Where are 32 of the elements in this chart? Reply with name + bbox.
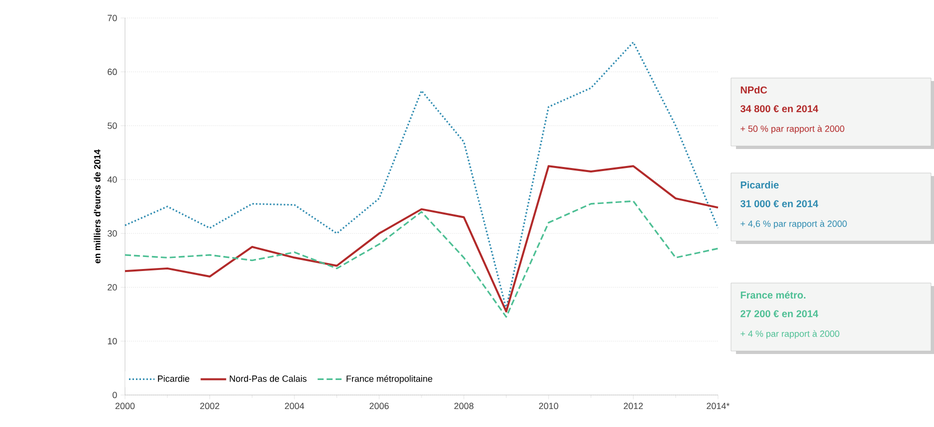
line-series bbox=[124, 41, 719, 310]
text: + 50 % par rapport à 2000 bbox=[740, 125, 844, 134]
text: Picardie bbox=[740, 181, 779, 189]
x-tick-label: 2006 bbox=[370, 402, 389, 410]
y-tick-label: 60 bbox=[108, 68, 117, 76]
x-tick-label: 2012 bbox=[624, 402, 643, 410]
x-tick-label: 2000 bbox=[115, 402, 135, 410]
y-tick-label: 30 bbox=[108, 230, 117, 237]
text: 34 800 € en 2014 bbox=[740, 105, 818, 112]
x-tick-label: 2004 bbox=[284, 402, 304, 410]
x-tick-label: 2014* bbox=[706, 402, 730, 410]
text: NPdC bbox=[740, 86, 768, 94]
text: + 4,6 % par rapport à 2000 bbox=[740, 220, 847, 229]
x-tick-label: 2008 bbox=[454, 402, 474, 410]
y-tick-label: 10 bbox=[108, 338, 117, 344]
legend-label: France métropolitaine bbox=[346, 375, 432, 384]
x-tick-label: 2002 bbox=[200, 402, 220, 410]
legend-label: Picardie bbox=[158, 375, 190, 382]
y-tick-label: 70 bbox=[108, 14, 117, 22]
line-series bbox=[124, 200, 719, 318]
y-tick-label: 20 bbox=[108, 284, 117, 290]
legend-label: Nord-Pas de Calais bbox=[230, 375, 307, 382]
text: France métro. bbox=[740, 291, 806, 299]
y-tick-label: 50 bbox=[108, 122, 117, 129]
y-tick-label: 0 bbox=[112, 392, 117, 398]
line-series bbox=[124, 165, 720, 313]
y-axis-title: en milliers d'euros de 2014 bbox=[94, 149, 100, 264]
text: + 4 % par rapport à 2000 bbox=[740, 330, 840, 339]
text: 31 000 € en 2014 bbox=[740, 200, 818, 208]
y-tick-label: 40 bbox=[107, 176, 117, 183]
x-tick-label: 2010 bbox=[539, 402, 558, 410]
text: 27 200 € en 2014 bbox=[740, 310, 818, 318]
